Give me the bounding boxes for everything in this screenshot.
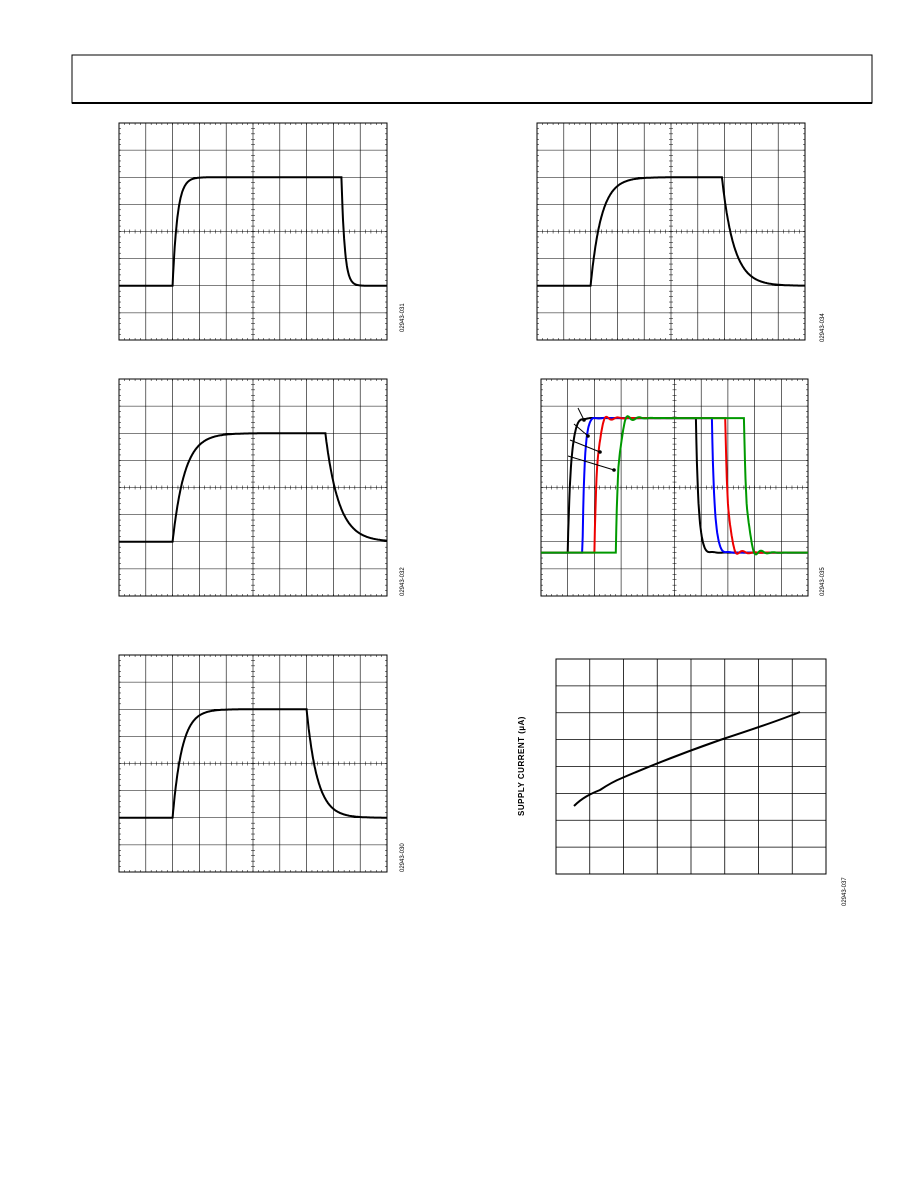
supply-current-curve xyxy=(573,711,801,807)
trace xyxy=(541,415,808,556)
arrow xyxy=(577,407,585,421)
trace xyxy=(537,176,805,287)
figure-id: 02943-030 xyxy=(400,843,406,872)
arrow xyxy=(569,439,601,453)
arrow-head xyxy=(612,468,616,472)
arrow-head xyxy=(598,450,602,454)
figure-id: 02943-035 xyxy=(820,567,826,596)
header-box xyxy=(71,54,873,104)
arrow-head xyxy=(586,434,590,438)
arrow-head xyxy=(582,418,586,422)
trace xyxy=(119,176,387,287)
figure-id: 02943-034 xyxy=(820,313,826,342)
trace xyxy=(119,708,387,819)
figure-id: 02943-032 xyxy=(400,567,406,596)
y-axis-label: SUPPLY CURRENT (µA) xyxy=(517,716,526,816)
trace xyxy=(119,432,388,543)
arrow xyxy=(567,455,615,471)
arrow xyxy=(573,423,589,437)
figure-id: 02943-031 xyxy=(400,303,406,332)
figure-id: 02943-037 xyxy=(842,877,848,906)
